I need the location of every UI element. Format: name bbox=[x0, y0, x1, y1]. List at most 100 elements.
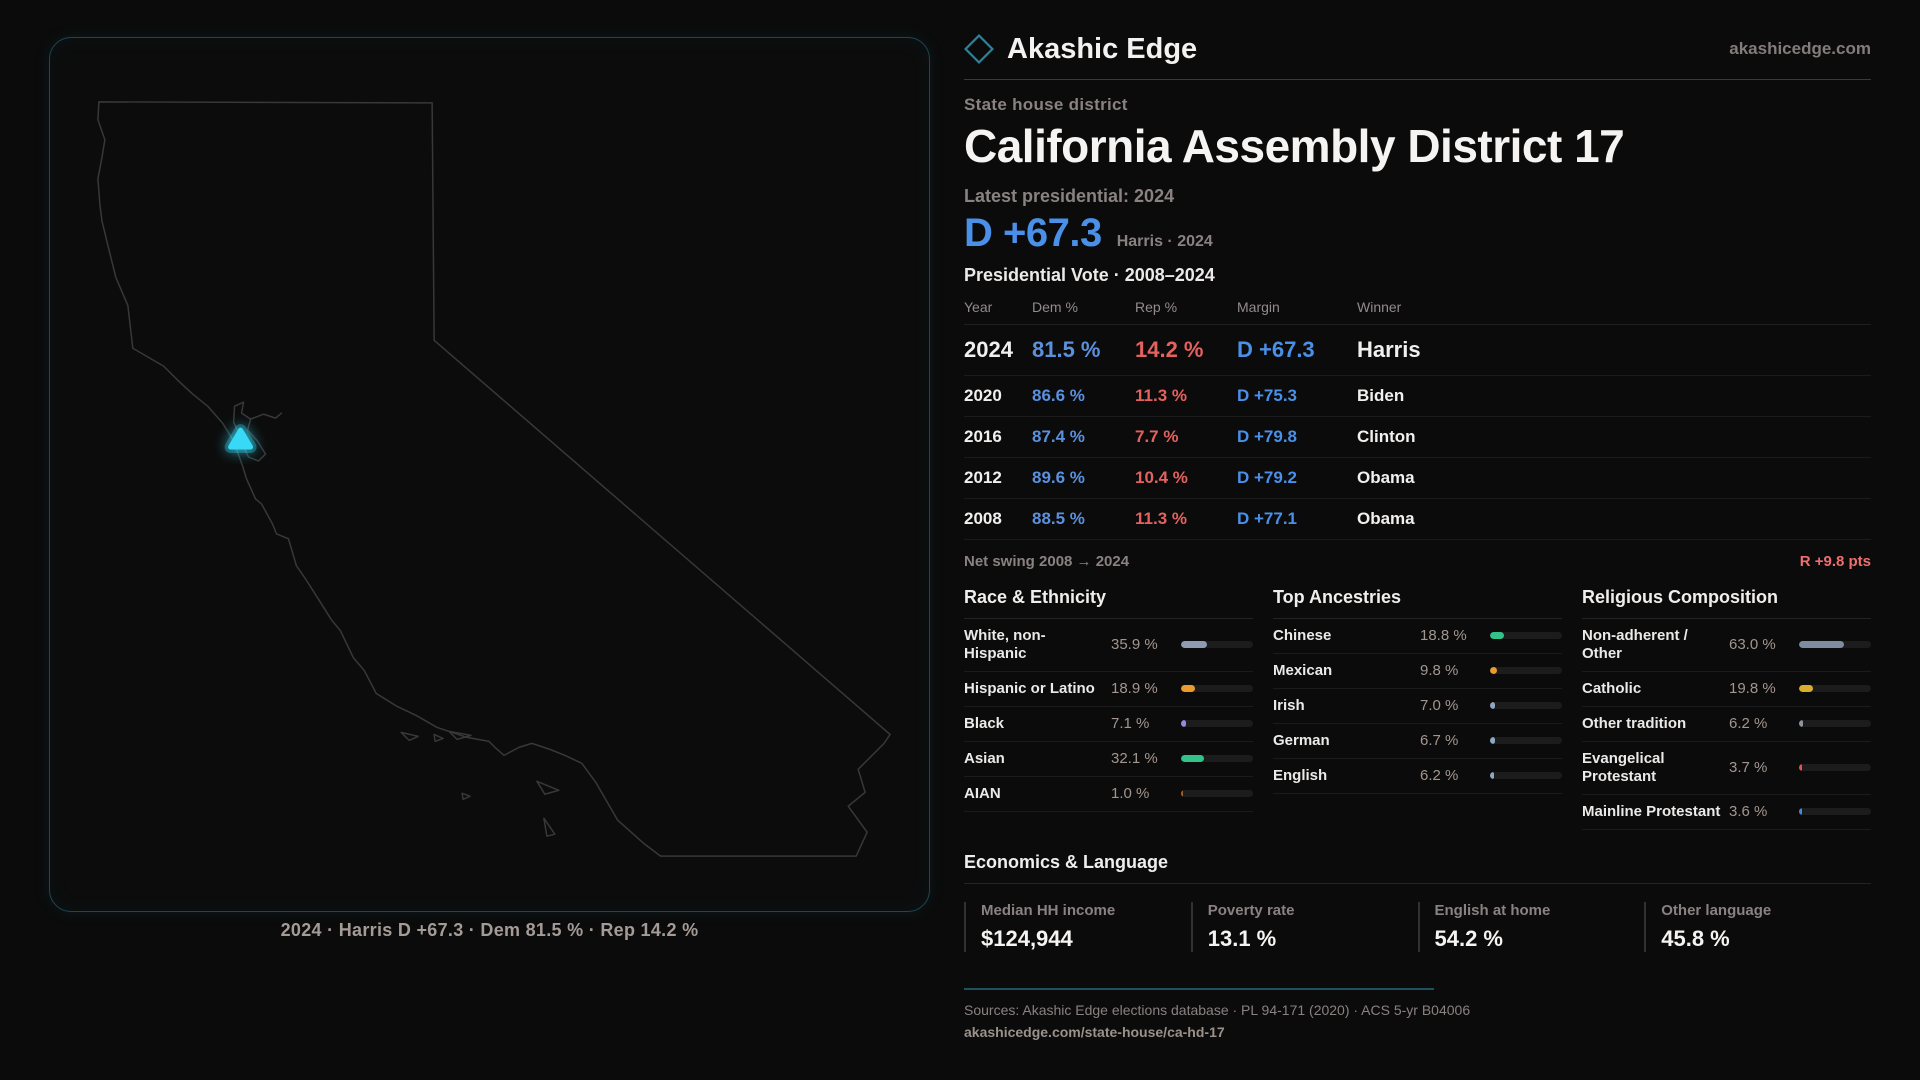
demo-label: Mainline Protestant bbox=[1582, 802, 1721, 820]
cell-margin: D +79.2 bbox=[1237, 467, 1298, 487]
demo-value: 7.0 % bbox=[1420, 697, 1459, 715]
brand-domain-link[interactable]: akashicedge.com bbox=[1729, 39, 1871, 58]
cell-rep: 11.3 % bbox=[1135, 385, 1187, 405]
demo-bar bbox=[1490, 632, 1562, 640]
demo-label: Irish bbox=[1273, 696, 1305, 714]
footer: Sources: Akashic Edge elections database… bbox=[964, 987, 1871, 1040]
economics-grid: Median HH income $124,944 Poverty rate 1… bbox=[964, 901, 1871, 952]
cell-dem: 86.6 % bbox=[1032, 385, 1085, 405]
header-divider bbox=[964, 79, 1871, 80]
cell-margin: D +75.3 bbox=[1237, 385, 1298, 405]
cell-year: 2008 bbox=[964, 508, 1002, 528]
demo-value: 32.1 % bbox=[1111, 750, 1158, 768]
list-item: German 6.7 % bbox=[1273, 724, 1562, 759]
demo-bar bbox=[1799, 808, 1871, 816]
brand-name: Akashic Edge bbox=[1007, 32, 1198, 65]
list-item: Mexican 9.8 % bbox=[1273, 654, 1562, 689]
permalink[interactable]: akashicedge.com/state-house/ca-hd-17 bbox=[964, 1023, 1225, 1040]
demo-label: White, non-Hispanic bbox=[964, 626, 1046, 662]
section-title: Religious Composition bbox=[1582, 587, 1871, 619]
brand: Akashic Edge bbox=[964, 32, 1197, 66]
cell-year: 2020 bbox=[964, 385, 1002, 405]
demo-bar bbox=[1799, 685, 1871, 693]
demo-value: 3.6 % bbox=[1729, 803, 1768, 821]
map-caption: 2024 · Harris D +67.3 · Dem 81.5 % · Rep… bbox=[280, 920, 699, 940]
cell-winner: Biden bbox=[1357, 385, 1405, 405]
stat-card: English at home 54.2 % bbox=[1417, 901, 1645, 952]
demo-bar bbox=[1490, 737, 1562, 745]
latest-presidential-label: Latest presidential: 2024 bbox=[964, 185, 1175, 206]
demo-value: 18.9 % bbox=[1111, 680, 1158, 698]
list-item: Irish 7.0 % bbox=[1273, 689, 1562, 724]
stat-label: Poverty rate bbox=[1207, 901, 1295, 919]
demo-label: Mexican bbox=[1273, 661, 1333, 679]
demo-value: 18.8 % bbox=[1420, 627, 1467, 645]
cell-year: 2016 bbox=[964, 426, 1002, 446]
col-dem: Dem % bbox=[1032, 298, 1078, 315]
demo-value: 1.0 % bbox=[1111, 785, 1150, 803]
cell-year: 2012 bbox=[964, 467, 1002, 487]
stat-label: Other language bbox=[1661, 901, 1772, 919]
demo-bar bbox=[1799, 641, 1871, 649]
demo-label: German bbox=[1273, 731, 1330, 749]
demo-value: 3.7 % bbox=[1729, 759, 1768, 777]
district-marker-shape bbox=[228, 427, 254, 450]
demo-label: Catholic bbox=[1582, 679, 1642, 697]
cell-dem: 81.5 % bbox=[1032, 336, 1101, 362]
cell-rep: 7.7 % bbox=[1135, 426, 1179, 446]
demo-value: 35.9 % bbox=[1111, 636, 1158, 654]
demo-bar bbox=[1181, 755, 1253, 763]
cell-winner: Clinton bbox=[1357, 426, 1416, 446]
list-item: Catholic 19.8 % bbox=[1582, 672, 1871, 707]
cell-rep: 10.4 % bbox=[1135, 467, 1188, 487]
demo-value: 6.2 % bbox=[1729, 715, 1768, 733]
demo-bar bbox=[1799, 720, 1871, 728]
col-winner: Winner bbox=[1357, 298, 1402, 315]
section-race-ethnicity: Race & Ethnicity White, non-Hispanic 35.… bbox=[964, 587, 1253, 812]
demo-label: Other tradition bbox=[1582, 714, 1687, 732]
sources-text: Sources: Akashic Edge elections database… bbox=[964, 1001, 1471, 1018]
demo-label: Asian bbox=[964, 749, 1005, 767]
stat-value: 45.8 % bbox=[1661, 925, 1730, 951]
list-item: Evangelical Protestant 3.7 % bbox=[1582, 742, 1871, 795]
list-item: Other tradition 6.2 % bbox=[1582, 707, 1871, 742]
table-row: 2024 81.5 % 14.2 % D +67.3 Harris bbox=[964, 325, 1871, 376]
demo-value: 6.2 % bbox=[1420, 767, 1459, 785]
demo-label: English bbox=[1273, 766, 1328, 784]
header: Akashic Edge akashicedge.com bbox=[964, 28, 1871, 70]
demo-bar bbox=[1490, 667, 1562, 675]
table-row: 2012 89.6 % 10.4 % D +79.2 Obama bbox=[964, 458, 1871, 499]
demo-value: 6.7 % bbox=[1420, 732, 1459, 750]
demo-label: Evangelical Protestant bbox=[1582, 749, 1665, 785]
district-marker[interactable] bbox=[224, 424, 257, 454]
table-row: 2020 86.6 % 11.3 % D +75.3 Biden bbox=[964, 376, 1871, 417]
cell-year: 2024 bbox=[964, 336, 1013, 362]
demo-bar bbox=[1490, 702, 1562, 710]
list-item: Non-adherent / Other 63.0 % bbox=[1582, 619, 1871, 672]
stat-card: Other language 45.8 % bbox=[1644, 901, 1871, 952]
economics-section-title: Economics & Language bbox=[964, 852, 1871, 884]
list-item: Chinese 18.8 % bbox=[1273, 619, 1562, 654]
table-row: 2008 88.5 % 11.3 % D +77.1 Obama bbox=[964, 499, 1871, 540]
list-item: AIAN 1.0 % bbox=[964, 777, 1253, 812]
list-item: Asian 32.1 % bbox=[964, 742, 1253, 777]
headline-margin-context: Harris · 2024 bbox=[1116, 232, 1213, 250]
list-item: Mainline Protestant 3.6 % bbox=[1582, 795, 1871, 830]
cell-dem: 89.6 % bbox=[1032, 467, 1085, 487]
california-map-canvas bbox=[97, 101, 891, 857]
list-item: English 6.2 % bbox=[1273, 759, 1562, 794]
demo-bar bbox=[1181, 720, 1253, 728]
demo-label: AIAN bbox=[964, 784, 1001, 802]
footer-divider bbox=[964, 987, 1434, 990]
list-item: White, non-Hispanic 35.9 % bbox=[964, 619, 1253, 672]
cell-winner: Obama bbox=[1357, 467, 1415, 487]
demo-bar bbox=[1181, 790, 1253, 798]
cell-margin: D +79.8 bbox=[1237, 426, 1298, 446]
cell-dem: 88.5 % bbox=[1032, 508, 1085, 528]
demo-value: 19.8 % bbox=[1729, 680, 1776, 698]
page-title: California Assembly District 17 bbox=[964, 120, 1625, 172]
stat-label: English at home bbox=[1434, 901, 1551, 919]
report-panel: Akashic Edge akashicedge.com State house… bbox=[964, 28, 1871, 1040]
demo-label: Hispanic or Latino bbox=[964, 679, 1095, 697]
cell-rep: 11.3 % bbox=[1135, 508, 1187, 528]
